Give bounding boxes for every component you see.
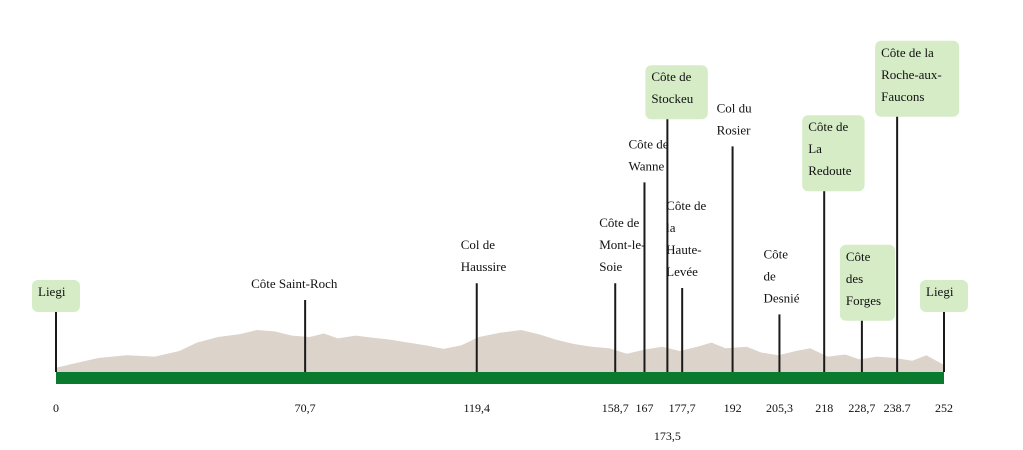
label-line: Liegi	[926, 284, 954, 299]
label-line: Côte de	[599, 215, 639, 230]
label-line: Faucons	[881, 89, 924, 104]
km-label: 252	[935, 401, 953, 415]
label-line: Haute-	[666, 242, 701, 257]
climb-markers	[55, 112, 945, 372]
label-line: Redoute	[808, 163, 852, 178]
km-label: 238.7	[884, 401, 911, 415]
km-label: 228,7	[848, 401, 875, 415]
label-line: des	[846, 271, 863, 286]
label-line: Levée	[666, 264, 698, 279]
label-line: Côte Saint-Roch	[251, 276, 338, 291]
label-highlight	[920, 280, 968, 312]
label-line: Haussire	[461, 259, 507, 274]
finish-label: Liegi	[920, 280, 968, 312]
label-highlight	[802, 115, 865, 192]
km-label: 192	[724, 401, 742, 415]
label-line: Mont-le-	[599, 237, 645, 252]
label-line: Liegi	[38, 284, 66, 299]
label-highlight	[875, 40, 960, 117]
climb-label: Côte de La Redoute	[802, 115, 865, 192]
label-line: de	[763, 268, 776, 283]
label-highlight	[839, 244, 896, 321]
label-line: La	[808, 141, 822, 156]
km-label: 0	[53, 401, 59, 415]
climb-label: Côte de Stockeu	[645, 65, 708, 120]
label-line: Côte de	[651, 69, 691, 84]
label-line: Côte de	[628, 136, 668, 151]
label-line: Côte	[763, 246, 788, 261]
label-line: Col du	[717, 100, 753, 115]
km-label: 173,5	[654, 429, 681, 443]
climb-label: Côte de Desnié	[763, 246, 799, 305]
label-line: Wanne	[628, 158, 664, 173]
climb-label: Côte de la Roche-aux- Faucons	[875, 40, 960, 117]
label-line: Desnié	[763, 290, 799, 305]
climb-labels: Côte Saint-Roch Col de Haussire Côte de Mont…	[32, 40, 968, 321]
climb-label: Col du Rosier	[717, 100, 753, 137]
climb-label: Côte de la Haute- Levée	[666, 198, 706, 279]
climb-label: Côte Saint-Roch	[251, 276, 338, 291]
km-label: 167	[635, 401, 653, 415]
km-label: 70,7	[295, 401, 316, 415]
route-bar	[56, 372, 944, 384]
km-label: 119,4	[463, 401, 490, 415]
km-label: 218	[815, 401, 833, 415]
label-line: Forges	[846, 293, 881, 308]
label-line: Côte de	[808, 119, 848, 134]
label-line: Soie	[599, 259, 622, 274]
km-label: 177,7	[669, 401, 696, 415]
start-label: Liegi	[32, 280, 80, 312]
climb-label: Côte des Forges	[839, 244, 896, 321]
label-line: Côte de	[666, 198, 706, 213]
km-label: 205,3	[766, 401, 793, 415]
label-line: Rosier	[717, 122, 752, 137]
label-line: Roche-aux-	[881, 67, 942, 82]
climb-label: Col de Haussire	[461, 237, 507, 274]
label-line: Côte	[846, 249, 871, 264]
km-label: 158,7	[602, 401, 629, 415]
label-line: Côte de la	[881, 45, 934, 60]
label-line: Stockeu	[651, 91, 693, 106]
label-line: la	[666, 220, 676, 235]
label-highlight	[32, 280, 80, 312]
climb-label: Côte de Wanne	[628, 136, 668, 173]
label-highlight	[645, 65, 708, 120]
elevation-profile	[56, 330, 944, 372]
climb-label: Côte de Mont-le- Soie	[599, 215, 645, 274]
label-line: Col de	[461, 237, 496, 252]
